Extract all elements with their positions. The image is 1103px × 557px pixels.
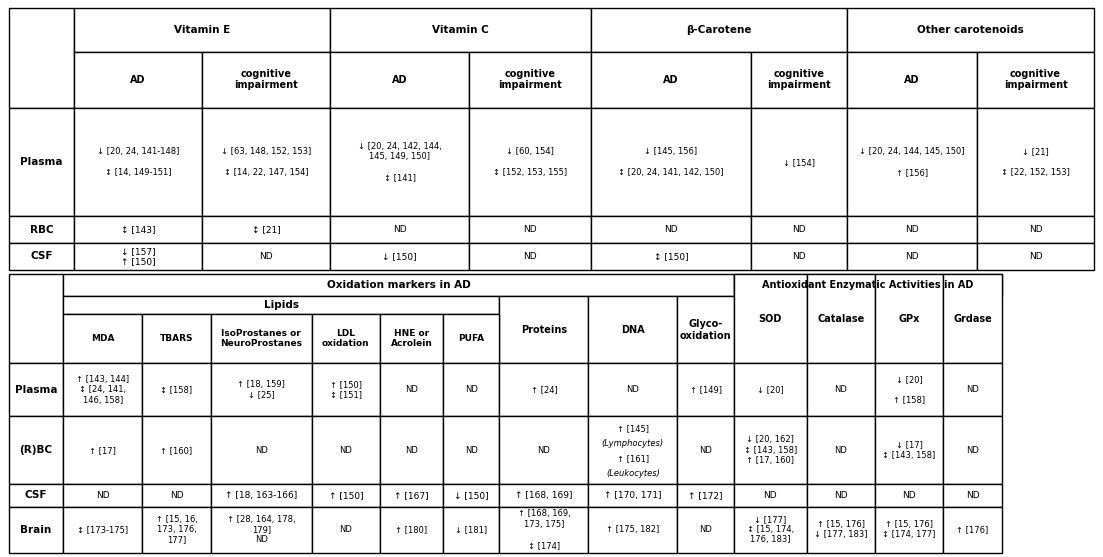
Bar bbox=[9, 363, 63, 416]
Bar bbox=[943, 507, 1002, 553]
Bar bbox=[330, 52, 469, 108]
Bar bbox=[443, 485, 500, 507]
Text: ND: ND bbox=[966, 385, 979, 394]
Text: ND: ND bbox=[1029, 252, 1042, 261]
Text: Grdase: Grdase bbox=[953, 314, 992, 324]
Bar bbox=[806, 507, 875, 553]
Bar bbox=[806, 274, 875, 363]
Text: Vitamin E: Vitamin E bbox=[174, 25, 231, 35]
Bar bbox=[469, 52, 590, 108]
Text: ↑ [18, 159]
↓ [25]: ↑ [18, 159] ↓ [25] bbox=[237, 380, 285, 399]
Text: Plasma: Plasma bbox=[14, 385, 57, 394]
Bar bbox=[312, 507, 381, 553]
Text: Brain: Brain bbox=[20, 525, 52, 535]
Text: CSF: CSF bbox=[24, 491, 47, 500]
Bar bbox=[677, 363, 733, 416]
Text: Vitamin C: Vitamin C bbox=[432, 25, 489, 35]
Bar bbox=[590, 243, 751, 270]
Text: ↓ [20]

↑ [158]: ↓ [20] ↑ [158] bbox=[893, 375, 925, 404]
Bar bbox=[590, 217, 751, 243]
Bar bbox=[733, 274, 1002, 296]
Text: GPx: GPx bbox=[899, 314, 920, 324]
Bar bbox=[806, 416, 875, 485]
Bar bbox=[443, 314, 500, 363]
Text: ND: ND bbox=[464, 385, 478, 394]
Bar bbox=[142, 507, 211, 553]
Bar bbox=[330, 217, 469, 243]
Text: ↑ [15, 16,
173, 176,
177]: ↑ [15, 16, 173, 176, 177] bbox=[156, 515, 197, 545]
Bar bbox=[847, 8, 1094, 52]
Text: ↑ [168, 169]: ↑ [168, 169] bbox=[515, 491, 572, 500]
Text: ND: ND bbox=[255, 446, 268, 455]
Text: ↑ [24]: ↑ [24] bbox=[531, 385, 557, 394]
Bar bbox=[9, 108, 74, 217]
Bar bbox=[847, 52, 977, 108]
Text: AD: AD bbox=[130, 75, 146, 85]
Text: cognitive
impairment: cognitive impairment bbox=[1004, 69, 1068, 90]
Bar bbox=[847, 217, 977, 243]
Bar bbox=[977, 217, 1094, 243]
Bar bbox=[588, 296, 677, 363]
Text: (R)BC: (R)BC bbox=[20, 445, 53, 455]
Text: AD: AD bbox=[663, 75, 678, 85]
Text: ↑ [28, 164, 178,
179]
ND: ↑ [28, 164, 178, 179] ND bbox=[227, 515, 296, 545]
Bar bbox=[469, 243, 590, 270]
Text: Lipids: Lipids bbox=[264, 300, 299, 310]
Text: ND: ND bbox=[792, 225, 806, 234]
Text: ND: ND bbox=[405, 446, 418, 455]
Text: Other carotenoids: Other carotenoids bbox=[917, 25, 1024, 35]
Text: ND: ND bbox=[906, 225, 919, 234]
Text: IsoProstanes or
NeuroProstanes: IsoProstanes or NeuroProstanes bbox=[221, 329, 302, 349]
Bar bbox=[63, 485, 142, 507]
Text: ND: ND bbox=[906, 252, 919, 261]
Bar bbox=[875, 363, 943, 416]
Text: ND: ND bbox=[792, 252, 806, 261]
Bar bbox=[63, 363, 142, 416]
Bar bbox=[875, 416, 943, 485]
Text: ↑ [161]: ↑ [161] bbox=[617, 454, 649, 463]
Bar bbox=[677, 416, 733, 485]
Text: ↓ [150]: ↓ [150] bbox=[383, 252, 417, 261]
Bar bbox=[74, 108, 202, 217]
Bar bbox=[590, 108, 751, 217]
Bar bbox=[63, 296, 500, 314]
Text: ND: ND bbox=[340, 446, 352, 455]
Text: ND: ND bbox=[523, 225, 536, 234]
Bar bbox=[733, 363, 806, 416]
Text: ND: ND bbox=[96, 491, 109, 500]
Text: cognitive
impairment: cognitive impairment bbox=[234, 69, 298, 90]
Text: ND: ND bbox=[340, 525, 352, 534]
Bar bbox=[9, 507, 63, 553]
Bar bbox=[202, 108, 330, 217]
Bar bbox=[500, 296, 588, 363]
Bar bbox=[74, 52, 202, 108]
Bar bbox=[733, 507, 806, 553]
Text: HNE or
Acrolein: HNE or Acrolein bbox=[390, 329, 432, 349]
Text: SOD: SOD bbox=[759, 314, 782, 324]
Text: ↑ [18, 163-166]: ↑ [18, 163-166] bbox=[225, 491, 298, 500]
Bar bbox=[977, 52, 1094, 108]
Bar bbox=[381, 485, 443, 507]
Text: ND: ND bbox=[523, 252, 536, 261]
Text: cognitive
impairment: cognitive impairment bbox=[767, 69, 831, 90]
Bar bbox=[202, 52, 330, 108]
Text: ↕ [173-175]: ↕ [173-175] bbox=[77, 525, 128, 534]
Text: ↑ [176]: ↑ [176] bbox=[956, 525, 988, 534]
Bar bbox=[847, 243, 977, 270]
Bar bbox=[590, 52, 751, 108]
Bar bbox=[330, 243, 469, 270]
Text: ↕ [143]: ↕ [143] bbox=[120, 225, 156, 234]
Bar bbox=[381, 416, 443, 485]
Text: ND: ND bbox=[834, 491, 847, 500]
Text: ↑ [170, 171]: ↑ [170, 171] bbox=[604, 491, 662, 500]
Text: CSF: CSF bbox=[30, 251, 53, 261]
Text: LDL
oxidation: LDL oxidation bbox=[322, 329, 370, 349]
Bar bbox=[74, 217, 202, 243]
Text: ↑ [150]
↕ [151]: ↑ [150] ↕ [151] bbox=[330, 380, 362, 399]
Text: ↓ [20, 24, 142, 144,
145, 149, 150]

↕ [141]: ↓ [20, 24, 142, 144, 145, 149, 150] ↕ [1… bbox=[357, 142, 441, 182]
Bar bbox=[500, 507, 588, 553]
Text: ↓ [60, 154]

↕ [152, 153, 155]: ↓ [60, 154] ↕ [152, 153, 155] bbox=[493, 147, 567, 177]
Text: ND: ND bbox=[627, 385, 640, 394]
Bar bbox=[381, 314, 443, 363]
Bar bbox=[469, 217, 590, 243]
